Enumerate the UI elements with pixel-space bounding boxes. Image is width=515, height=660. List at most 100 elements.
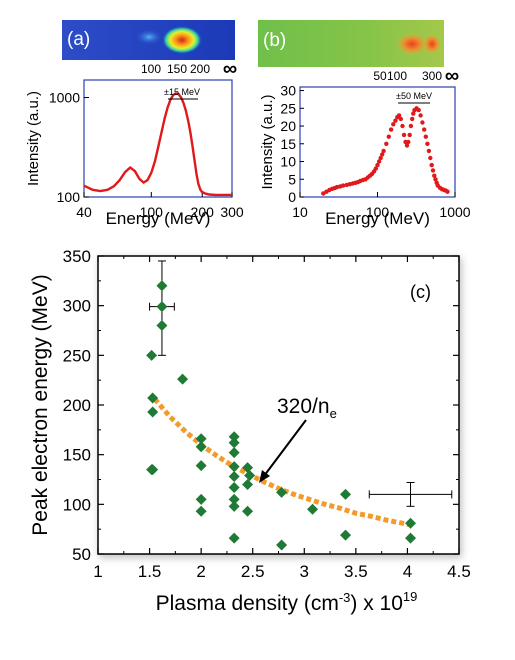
panel-c-ytick-label: 350 [63,247,91,266]
panel-c-data-point [228,431,240,443]
panel-b-data-point [445,189,450,194]
panel-c-fit-annotation: 320/ne [277,395,337,421]
panel-c-xlabel-exp: 19 [403,589,417,604]
panel-a-label: (a) [67,29,90,50]
panel-b-ytick-label: 10 [280,154,296,170]
panel-b-data-point [410,116,415,122]
panel-c-ytick-label: 300 [63,297,91,316]
panel-b-data-point [393,118,398,123]
panel-b-data-point [340,183,346,188]
panel-b-image-tick-100: 100 [387,69,407,83]
panel-c-data-point [228,481,240,493]
panel-c-data-point [228,471,240,483]
panel-c-xtick-label: 2.5 [241,562,265,581]
panel-b-data-point [388,127,394,132]
panel-a-image-tick-100: 100 [141,62,161,76]
panel-c-data-point [340,529,352,541]
panel-c-data-point [307,503,319,515]
panel-b-data-point [420,120,425,125]
panel-c-data-point [276,539,288,551]
panel-c-data-point [242,505,254,517]
panel-a-ytick-label: 100 [57,189,81,205]
panel-c-data-point [177,373,189,385]
panel-c-fit-annotation-sub: e [330,406,337,421]
panel-c-data-point [276,486,288,498]
panel-b-data-point [416,107,421,113]
panel-c-xlabel-sup: -3 [339,590,351,605]
panel-b-image-tick-infinity: ∞ [445,65,459,87]
panel-b-data-point [428,155,433,161]
panel-b-image-tick-300: 300 [422,69,442,83]
panel-b-data-point [418,113,423,118]
panel-c-data-point [146,349,158,361]
panel-a-xtick-label: 200 [191,204,215,220]
panel-c-ytick-label: 150 [63,446,91,465]
panel-b-xtick-label: 1000 [439,204,470,220]
panel-a-series-line [83,92,232,197]
panel-c-xtick-label: 1.5 [138,562,162,581]
panel-b-data-point [432,173,437,178]
panel-b-image-tick-50: 50 [373,69,387,83]
panel-c-ylabel: Peak electron energy (MeV) [29,274,52,535]
panel-c-data-point [228,437,240,449]
panel-c-data-point [228,500,240,512]
panel-b-ytick-label: 25 [280,100,296,116]
panel-c-data-point [228,447,240,459]
panel-b-ylabel: Intensity (a.u.) [259,94,276,189]
panel-a-xtick-label: 300 [220,204,244,220]
panel-c-data-point [147,392,159,404]
panel-c-xlabel-tail: ) x 10 [350,592,403,615]
panel-b-data-point [404,143,410,148]
panel-a-xtick-label: 100 [140,204,164,220]
panel-c-ytick-label: 50 [72,545,91,564]
panel-b-annotation: ±50 MeV [396,91,432,101]
panel-c-fit-curve [152,397,414,528]
panel-a-image-tick-150: 150 [167,62,187,76]
panel-b-data-point [411,111,416,116]
panel-b-data-point [381,148,386,154]
panel-c-plot: 1 1.5 2 2.5 3 3.5 4 4.5 50 100 150 200 250 300 350 Peak… [29,247,471,615]
panel-b-data-point [391,122,396,127]
panel-b-label: (b) [263,30,286,51]
panel-a-ytick-label: 1000 [49,90,80,106]
panel-b-xtick-label: 100 [366,204,390,220]
panel-a-annotation: ±15 MeV [164,87,200,97]
panel-b-data-point [433,177,438,182]
panel-b-ytick-label: 15 [280,136,296,152]
panel-c-xlabel: Plasma density (cm-3) x 1019 [156,589,418,615]
panel-b-data-point [376,159,382,164]
panel-c-data-point [156,320,168,332]
panel-b-detector-image: (b) [258,20,444,67]
panel-c-xlabel-main: Plasma density (cm [156,592,339,615]
panel-b-data-point [396,113,402,118]
panel-a-image-tick-labels: 100 150 200 ∞ [141,58,237,80]
panel-c-data-point [195,441,207,453]
panel-c-annotation-arrow [263,419,307,477]
panel-c-data-point [156,301,168,313]
panel-a-ylabel: Intensity (a.u.) [25,91,42,186]
panel-c-data-point [228,532,240,544]
panel-b-data-point [375,162,380,168]
panel-c-annotation-arrowhead [259,470,270,483]
panel-b-data-point [423,134,428,139]
panel-b-xtick-label: 10 [292,204,308,220]
panel-a-xlabel: Energy (MeV) [106,209,211,228]
panel-c-data-point [340,488,352,500]
panel-b-ytick-label: 20 [280,118,296,134]
panel-b-data-point [386,134,391,139]
panel-c-label: (c) [410,282,431,302]
panel-b-data-point [426,148,432,154]
panel-c-xtick-label: 4.5 [447,562,471,581]
panel-c-content: 1 1.5 2 2.5 3 3.5 4 4.5 50 100 150 200 250 300 350 Peak… [29,247,471,615]
panel-c-data-point [146,464,158,476]
panel-c-xtick-label: 4 [403,562,412,581]
panel-a-image-tick-200: 200 [190,62,210,76]
panel-c-data-point [228,493,240,505]
panel-c-xtick-label: 1 [93,562,102,581]
panel-a-detector-image: (a) [62,20,235,60]
panel-b-ytick-label: 5 [288,171,296,187]
panel-b-data-point [378,155,383,161]
panel-c-data-point [242,478,254,490]
